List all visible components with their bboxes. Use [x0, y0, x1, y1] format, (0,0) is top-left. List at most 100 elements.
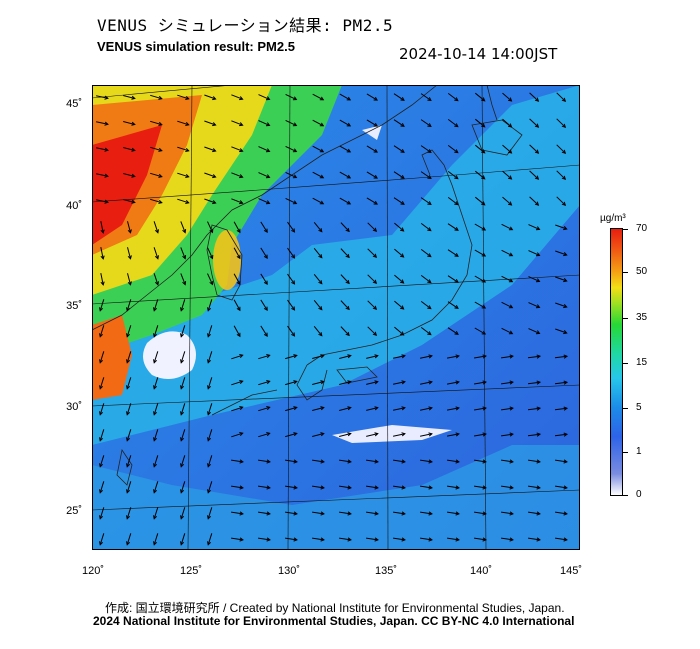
coastlines	[92, 85, 523, 486]
wind-arrow	[529, 170, 539, 180]
wind-arrow-head	[401, 406, 406, 411]
wind-arrow	[392, 355, 406, 359]
wind-arrow	[502, 196, 512, 206]
wind-arrow-head	[126, 333, 131, 338]
colorbar-label: 50	[636, 266, 648, 277]
wind-arrow-head	[131, 121, 136, 126]
wind-arrow-head	[427, 123, 432, 127]
wind-arrow-head	[345, 305, 350, 311]
wind-arrow-head	[561, 123, 567, 128]
wind-arrow	[528, 459, 540, 463]
wind-arrow-head	[454, 252, 459, 257]
wind-arrow-head	[239, 96, 244, 101]
wind-arrow-head	[400, 253, 405, 258]
wind-arrow-head	[100, 255, 105, 260]
wind-arrow-head	[209, 254, 214, 260]
wind-arrow	[555, 302, 567, 308]
wind-arrow	[207, 221, 213, 233]
korea-hotspot	[213, 230, 241, 290]
wind-arrow-head	[182, 255, 187, 260]
wind-arrow-head	[99, 411, 104, 416]
wind-arrow-head	[561, 201, 567, 206]
wind-arrow	[313, 325, 323, 337]
wind-arrow-head	[346, 174, 352, 179]
wind-arrow-head	[291, 306, 296, 311]
wind-arrow	[95, 199, 109, 203]
wind-arrow	[420, 381, 432, 385]
wind-arrow	[393, 537, 405, 541]
wind-arrow	[287, 221, 295, 233]
wind-arrow-head	[509, 459, 514, 464]
wind-arrow-head	[153, 307, 158, 312]
wind-arrow-head	[265, 122, 271, 127]
wind-arrow-head	[454, 304, 459, 309]
wind-arrow	[312, 171, 324, 179]
wind-arrow-head	[428, 432, 433, 437]
wind-arrow-head	[292, 174, 298, 179]
wind-arrow-head	[263, 228, 268, 233]
wind-arrow	[313, 247, 323, 259]
wind-arrow-head	[292, 148, 298, 153]
wind-arrow-head	[482, 406, 487, 411]
colorbar-label: 5	[636, 402, 642, 413]
wind-arrow-head	[427, 97, 432, 101]
wind-arrow	[339, 537, 351, 541]
wind-arrow	[529, 92, 539, 102]
wind-arrow	[527, 381, 541, 385]
wind-arrow-head	[182, 281, 187, 286]
wind-arrow-head	[374, 380, 379, 385]
wind-arrow	[554, 381, 568, 385]
wind-arrow-head	[320, 537, 325, 542]
wind-arrow-head	[347, 432, 352, 437]
wind-arrow	[233, 325, 241, 337]
wind-arrow-head	[127, 281, 132, 286]
wind-arrow-head	[180, 515, 185, 520]
wind-arrow	[501, 223, 513, 231]
wind-arrow	[177, 198, 189, 204]
colorbar-tick	[623, 495, 628, 496]
wind-arrow-head	[265, 174, 271, 179]
wind-arrow-head	[536, 354, 542, 359]
wind-arrow	[99, 403, 105, 415]
wind-arrow-head	[373, 174, 378, 179]
wind-arrow-head	[236, 306, 241, 312]
wind-arrow	[420, 511, 432, 515]
wind-arrow-head	[180, 385, 185, 390]
wind-arrow-head	[455, 432, 460, 437]
wind-arrow	[100, 221, 104, 233]
wind-arrow-head	[320, 485, 325, 490]
wind-arrow	[258, 94, 270, 100]
wind-arrow	[392, 381, 406, 385]
wind-arrow-head	[265, 148, 271, 153]
wind-arrow	[474, 223, 486, 231]
wind-arrow-head	[481, 149, 486, 154]
wind-arrow-head	[400, 200, 405, 205]
wind-arrow-head	[374, 354, 379, 359]
wind-arrow-head	[180, 411, 185, 416]
wind-arrow-head	[320, 432, 325, 437]
wind-arrow	[528, 276, 540, 282]
wind-arrow	[127, 221, 131, 233]
wind-arrow-head	[293, 537, 298, 542]
wind-arrow	[177, 146, 189, 152]
wind-arrow	[99, 481, 105, 493]
wind-arrow-head	[481, 330, 487, 335]
wind-arrow-head	[534, 175, 540, 180]
wind-arrow	[474, 433, 486, 437]
wind-arrow	[99, 377, 105, 389]
wind-arrow-head	[236, 228, 241, 234]
wind-arrow	[312, 355, 324, 359]
wind-arrow	[502, 144, 512, 154]
wind-arrow-head	[207, 541, 212, 546]
wind-arrow	[285, 432, 297, 438]
wind-arrow	[207, 455, 213, 467]
wind-arrow-head	[104, 95, 109, 100]
colorbar-tick	[623, 408, 628, 409]
wind-arrow	[231, 406, 243, 412]
wind-arrow	[420, 93, 432, 101]
wind-arrow	[528, 250, 540, 256]
wind-arrow	[99, 351, 105, 363]
wind-arrow-head	[509, 511, 514, 516]
wind-arrow-head	[481, 97, 486, 102]
wind-arrow	[207, 325, 213, 337]
